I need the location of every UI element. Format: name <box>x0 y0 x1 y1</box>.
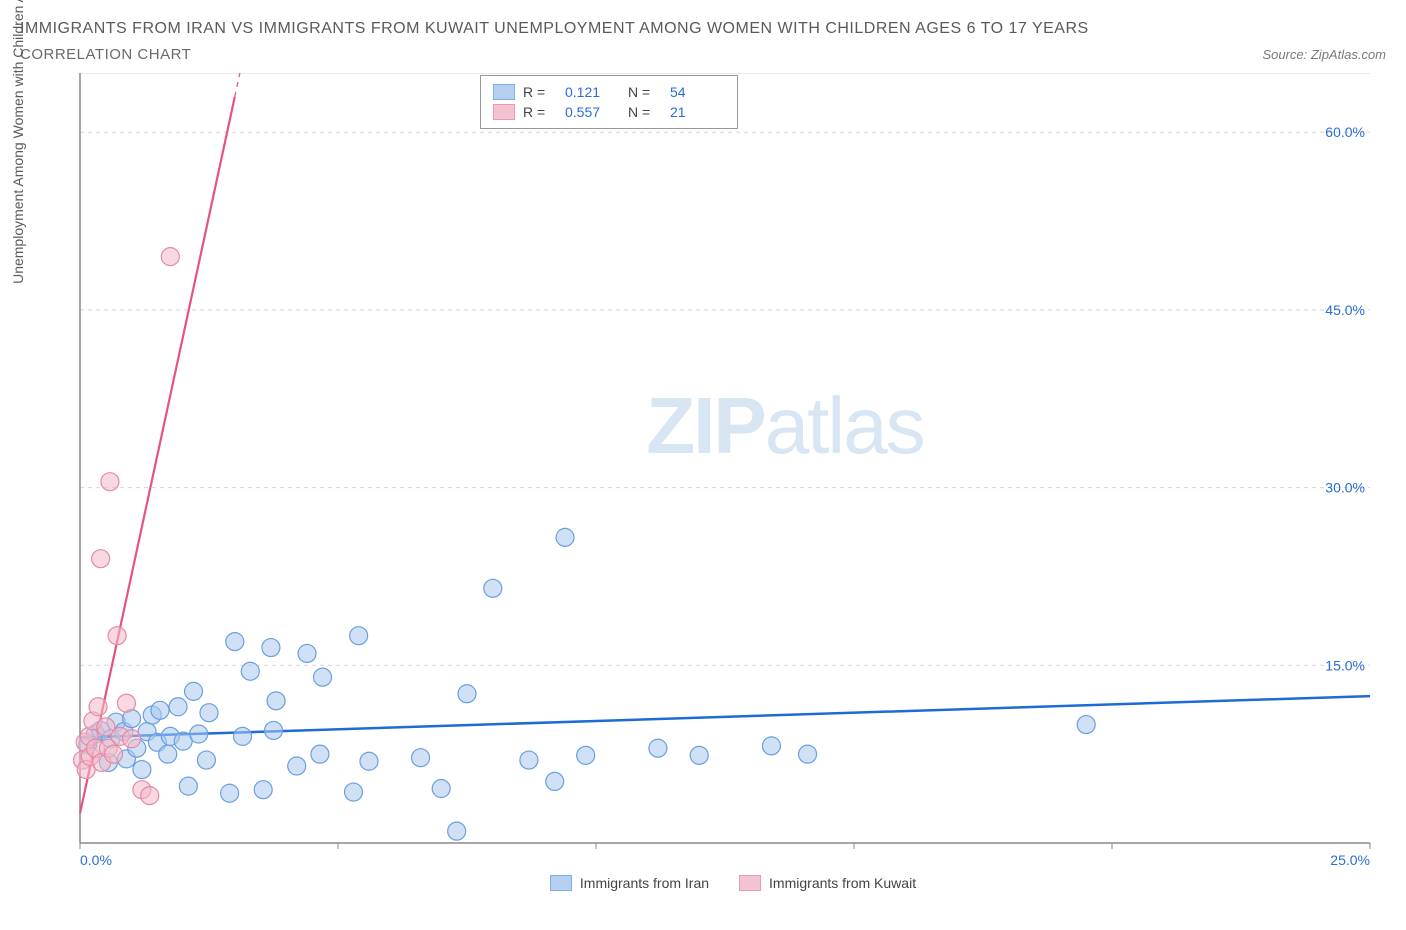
chart-subtitle: CORRELATION CHART <box>20 46 191 63</box>
r-value-kuwait: 0.557 <box>565 104 620 120</box>
svg-text:45.0%: 45.0% <box>1325 302 1365 318</box>
source-attribution: Source: ZipAtlas.com <box>1262 47 1386 62</box>
swatch-kuwait <box>493 104 515 120</box>
svg-text:25.0%: 25.0% <box>1330 852 1370 868</box>
n-value-iran: 54 <box>670 84 725 100</box>
chart-container: Unemployment Among Women with Children A… <box>20 73 1386 893</box>
correlation-legend: R = 0.121 N = 54 R = 0.557 N = 21 <box>480 75 738 129</box>
n-label: N = <box>628 104 662 120</box>
svg-text:60.0%: 60.0% <box>1325 124 1365 140</box>
legend-row-kuwait: R = 0.557 N = 21 <box>493 102 725 122</box>
n-value-kuwait: 21 <box>670 104 725 120</box>
legend-row-iran: R = 0.121 N = 54 <box>493 82 725 102</box>
r-label: R = <box>523 104 557 120</box>
n-label: N = <box>628 84 662 100</box>
svg-text:15.0%: 15.0% <box>1325 657 1365 673</box>
swatch-iran <box>550 875 572 891</box>
r-label: R = <box>523 84 557 100</box>
scatter-chart: 15.0% 30.0% 45.0% 60.0% 0.0% 25.0% <box>20 73 1386 893</box>
svg-text:30.0%: 30.0% <box>1325 480 1365 496</box>
y-axis-label: Unemployment Among Women with Children A… <box>10 0 26 284</box>
r-value-iran: 0.121 <box>565 84 620 100</box>
chart-title: IMMIGRANTS FROM IRAN VS IMMIGRANTS FROM … <box>20 20 1386 38</box>
svg-text:0.0%: 0.0% <box>80 852 112 868</box>
subtitle-row: CORRELATION CHART Source: ZipAtlas.com <box>20 46 1386 63</box>
swatch-kuwait <box>739 875 761 891</box>
swatch-iran <box>493 84 515 100</box>
